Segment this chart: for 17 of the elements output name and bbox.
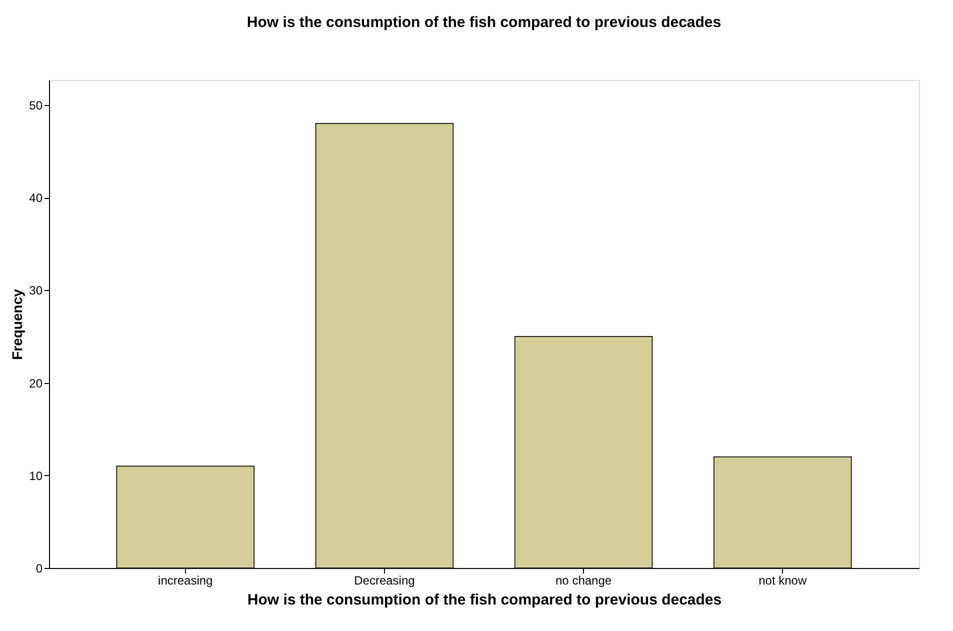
bar	[514, 336, 653, 568]
bar	[116, 466, 255, 568]
y-tick-label: 50	[29, 98, 43, 112]
x-tick-label: Decreasing	[354, 574, 415, 588]
y-axis-title: Frequency	[9, 288, 26, 360]
chart-title: How is the consumption of the fish compared to previous decades	[246, 14, 722, 31]
y-tick-label: 0	[36, 562, 43, 576]
x-tick-label: not know	[758, 574, 807, 588]
y-tick-label: 10	[29, 468, 43, 483]
bar	[315, 123, 454, 568]
y-tick-label: 20	[29, 376, 43, 390]
bar	[713, 456, 852, 568]
x-axis-title: How is the consumption of the fish compared to previous decades	[247, 592, 722, 608]
x-tick-label: increasing	[158, 574, 213, 588]
x-tick-label: no change	[556, 574, 612, 588]
y-tick-label: 40	[29, 191, 43, 206]
y-tick-label: 30	[29, 284, 43, 298]
